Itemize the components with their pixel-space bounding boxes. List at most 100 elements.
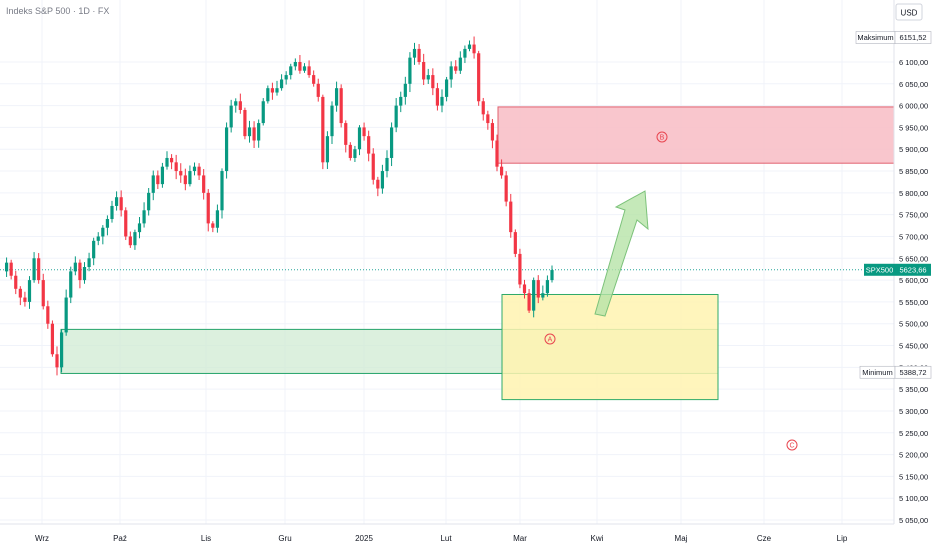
candle-body (133, 232, 137, 246)
candle-body (206, 192, 210, 224)
candle-body (224, 127, 229, 172)
marker-c-ring (786, 439, 798, 451)
candle-body (376, 179, 380, 189)
candle-body (114, 197, 119, 206)
marker-a[interactable]: A (544, 333, 556, 345)
candle-body (14, 275, 18, 289)
candle-body (408, 57, 412, 84)
candle-body (92, 240, 96, 259)
candle-body (353, 149, 357, 158)
red-supply-zone[interactable] (497, 106, 895, 164)
candle-body (440, 96, 444, 106)
candle-body (202, 175, 206, 193)
y-tick-label: 5 800,00 (899, 189, 928, 198)
y-tick-label: 5 250,00 (899, 429, 928, 438)
current-price-label: SPX500 5623,66 (864, 263, 931, 276)
candle-body (431, 75, 435, 89)
max-price-label: Maksimum 6151,52 (855, 31, 932, 44)
candle-body (316, 83, 320, 97)
y-tick-label: 5 700,00 (899, 232, 928, 241)
candle-body (389, 127, 394, 158)
candle-body (417, 48, 421, 62)
candle-body (257, 123, 261, 141)
y-tick-label: 5 850,00 (899, 167, 928, 176)
y-tick-label: 5 650,00 (899, 254, 928, 263)
currency-button[interactable]: USD (895, 3, 923, 21)
candle-body (289, 66, 293, 76)
x-tick-label: 2025 (355, 534, 373, 543)
y-tick-label: 5 600,00 (899, 276, 928, 285)
candle-body (472, 44, 476, 54)
candle-body (128, 236, 132, 246)
time-axis[interactable]: Wrz Paź Lis Gru 2025 Lut Mar Kwi Maj Cze Lip (0, 523, 894, 543)
candle-body (334, 88, 339, 106)
candle-body (165, 157, 169, 167)
candle-body (532, 280, 536, 311)
candle-body (490, 123, 495, 141)
candle-body (18, 288, 22, 298)
candle-body (234, 101, 238, 106)
candle-body (279, 79, 284, 89)
marker-b[interactable]: B (656, 131, 668, 143)
zones-layer[interactable] (60, 106, 895, 401)
candle-body (293, 62, 297, 67)
candle-body (46, 306, 50, 324)
candle-body (101, 227, 105, 237)
candle-body (179, 171, 183, 176)
candle-body (467, 44, 472, 49)
candle-body (284, 75, 288, 80)
max-label-text: Maksimum (857, 33, 893, 42)
candle-body (522, 284, 527, 294)
yellow-target-zone[interactable] (501, 293, 719, 401)
y-tick-label: 5 950,00 (899, 123, 928, 132)
candle-body (215, 210, 220, 228)
candle-body (545, 280, 550, 294)
up-arrow-drawing[interactable] (594, 190, 649, 317)
candle-body (37, 258, 41, 281)
candle-body (160, 166, 165, 185)
x-tick-labels: Wrz Paź Lis Gru 2025 Lut Mar Kwi Maj Cze Lip (35, 534, 848, 543)
candle-body (142, 210, 146, 224)
marker-a-label: A (548, 337, 553, 344)
candle-body (110, 205, 114, 220)
candle-body (454, 66, 458, 71)
candle-body (463, 48, 467, 58)
candle-body (275, 88, 279, 93)
candle-body (87, 258, 91, 268)
min-value-text: 5388,72 (899, 368, 926, 377)
x-tick-label: Cze (757, 534, 772, 543)
candle-body (261, 101, 265, 124)
marker-c[interactable]: C (786, 439, 798, 451)
candle-body (367, 136, 371, 154)
candle-body (55, 354, 59, 368)
candle-body (192, 166, 197, 172)
current-value-box (895, 263, 931, 276)
y-tick-label: 5 450,00 (899, 342, 928, 351)
candle-body (422, 62, 426, 80)
candle-body (229, 105, 233, 128)
candle-body (64, 297, 68, 333)
x-tick-label: Paź (113, 534, 127, 543)
candle-body (330, 105, 334, 137)
marker-a-ring (544, 333, 556, 345)
candle-body (541, 293, 545, 298)
candle-body (82, 267, 87, 281)
candle-body (298, 62, 302, 71)
candle-body (252, 127, 256, 141)
y-tick-label: 6 000,00 (899, 102, 928, 111)
candle-body (9, 262, 13, 276)
candle-body (96, 236, 100, 241)
candle-body (550, 270, 554, 281)
candle-body (344, 123, 348, 145)
x-tick-label: Gru (278, 534, 291, 543)
candle-body (188, 171, 192, 185)
y-tick-label: 5 750,00 (899, 211, 928, 220)
x-tick-label: Lut (440, 534, 452, 543)
candle-body (399, 96, 403, 106)
candle-body (247, 127, 252, 137)
candle-body (518, 253, 522, 285)
max-value-text: 6151,52 (899, 33, 926, 42)
candle-body (137, 223, 142, 233)
candle-body (302, 66, 307, 71)
